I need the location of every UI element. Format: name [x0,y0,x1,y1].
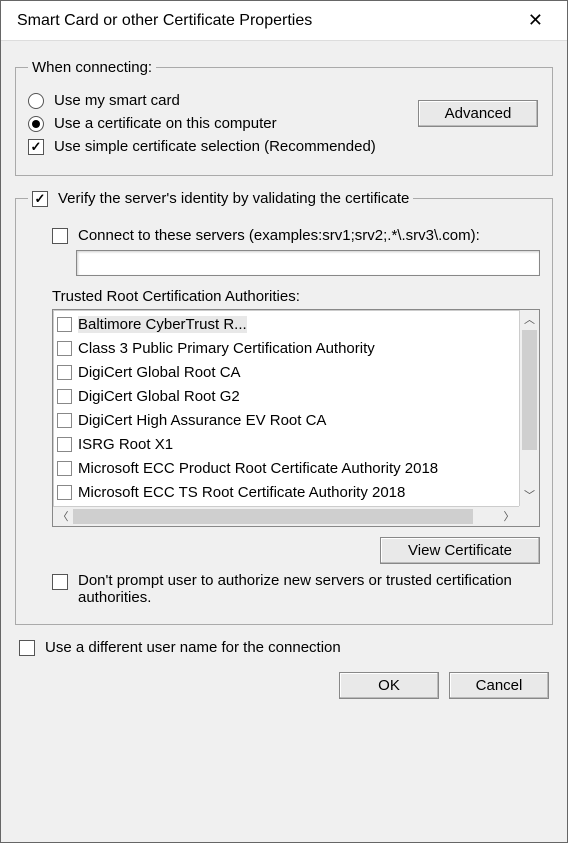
scroll-right-icon[interactable]: 〉 [499,507,519,526]
checkbox-verify-identity[interactable] [32,191,48,207]
list-item-label: Microsoft ECC Product Root Certificate A… [78,460,438,477]
checkbox-dont-prompt-label: Don't prompt user to authorize new serve… [78,572,540,606]
verify-legend[interactable]: Verify the server's identity by validati… [28,190,413,207]
vertical-scrollbar[interactable]: ︿ ﹀ [519,310,539,506]
trusted-authorities-listbox[interactable]: Baltimore CyberTrust R... Class 3 Public … [52,309,540,527]
scroll-up-icon[interactable]: ︿ [520,310,539,330]
list-item-label: Microsoft ECC TS Root Certificate Author… [78,484,405,501]
list-item[interactable]: DigiCert Global Root G2 [57,384,517,408]
when-connecting-legend: When connecting: [28,59,156,76]
horizontal-scrollbar[interactable]: 〈 〉 [53,506,519,526]
vertical-scroll-thumb[interactable] [522,330,537,450]
list-item[interactable]: Microsoft ECC TS Root Certificate Author… [57,480,517,504]
radio-local-cert-label: Use a certificate on this computer [54,115,277,132]
checkbox-different-user-label: Use a different user name for the connec… [45,639,341,656]
close-icon[interactable]: ✕ [520,6,551,35]
list-item-label: Class 3 Public Primary Certification Aut… [78,340,375,357]
radio-smart-card-label: Use my smart card [54,92,180,109]
cancel-button[interactable]: Cancel [449,672,549,699]
list-item[interactable]: Baltimore CyberTrust R... [57,312,517,336]
checkbox-row-simple-selection[interactable]: Use simple certificate selection (Recomm… [28,138,540,155]
trusted-authorities-label: Trusted Root Certification Authorities: [52,288,540,305]
horizontal-scroll-thumb[interactable] [73,509,473,524]
list-item[interactable]: DigiCert High Assurance EV Root CA [57,408,517,432]
connect-servers-input-wrap [76,250,540,276]
checkbox-simple-selection[interactable] [28,139,44,155]
advanced-button[interactable]: Advanced [418,100,538,127]
checkbox-row-different-user[interactable]: Use a different user name for the connec… [19,639,553,656]
dialog-body: When connecting: Use my smart card Use a… [1,41,567,842]
verify-inner: Connect to these servers (examples:srv1;… [52,227,540,606]
checkbox-row-dont-prompt[interactable]: Don't prompt user to authorize new serve… [52,572,540,606]
checkbox-row-connect-servers[interactable]: Connect to these servers (examples:srv1;… [52,227,540,244]
list-item-checkbox[interactable] [57,413,72,428]
dialog-window: Smart Card or other Certificate Properti… [0,0,568,843]
view-certificate-button[interactable]: View Certificate [380,537,540,564]
list-item-label: ISRG Root X1 [78,436,173,453]
list-item-checkbox[interactable] [57,389,72,404]
titlebar: Smart Card or other Certificate Properti… [1,1,567,41]
scroll-down-icon[interactable]: ﹀ [520,486,539,506]
list-item-checkbox[interactable] [57,341,72,356]
radio-smart-card[interactable] [28,93,44,109]
list-item-checkbox[interactable] [57,365,72,380]
ok-button[interactable]: OK [339,672,439,699]
list-item-label: DigiCert Global Root G2 [78,388,240,405]
scroll-left-icon[interactable]: 〈 [53,507,73,526]
checkbox-connect-servers-label: Connect to these servers (examples:srv1;… [78,227,480,244]
checkbox-different-user[interactable] [19,640,35,656]
list-item[interactable]: Microsoft ECC Product Root Certificate A… [57,456,517,480]
when-connecting-group: When connecting: Use my smart card Use a… [15,59,553,176]
scroll-corner [519,506,539,526]
list-item-checkbox[interactable] [57,437,72,452]
list-item-label: DigiCert High Assurance EV Root CA [78,412,326,429]
list-item-checkbox[interactable] [57,317,72,332]
list-item-label: DigiCert Global Root CA [78,364,241,381]
connect-servers-input[interactable] [76,250,540,276]
trusted-authorities-list: Baltimore CyberTrust R... Class 3 Public … [57,312,517,504]
list-item-checkbox[interactable] [57,485,72,500]
list-item-label: Baltimore CyberTrust R... [78,316,247,333]
verify-group: Verify the server's identity by validati… [15,190,553,625]
list-item-checkbox[interactable] [57,461,72,476]
checkbox-connect-servers[interactable] [52,228,68,244]
list-item[interactable]: DigiCert Global Root CA [57,360,517,384]
dialog-button-row: OK Cancel [15,672,553,699]
checkbox-verify-identity-label: Verify the server's identity by validati… [58,190,409,207]
checkbox-dont-prompt[interactable] [52,574,68,590]
radio-local-cert[interactable] [28,116,44,132]
view-certificate-row: View Certificate [52,537,540,564]
checkbox-simple-selection-label: Use simple certificate selection (Recomm… [54,138,376,155]
list-item[interactable]: Class 3 Public Primary Certification Aut… [57,336,517,360]
list-item[interactable]: ISRG Root X1 [57,432,517,456]
window-title: Smart Card or other Certificate Properti… [17,12,312,30]
